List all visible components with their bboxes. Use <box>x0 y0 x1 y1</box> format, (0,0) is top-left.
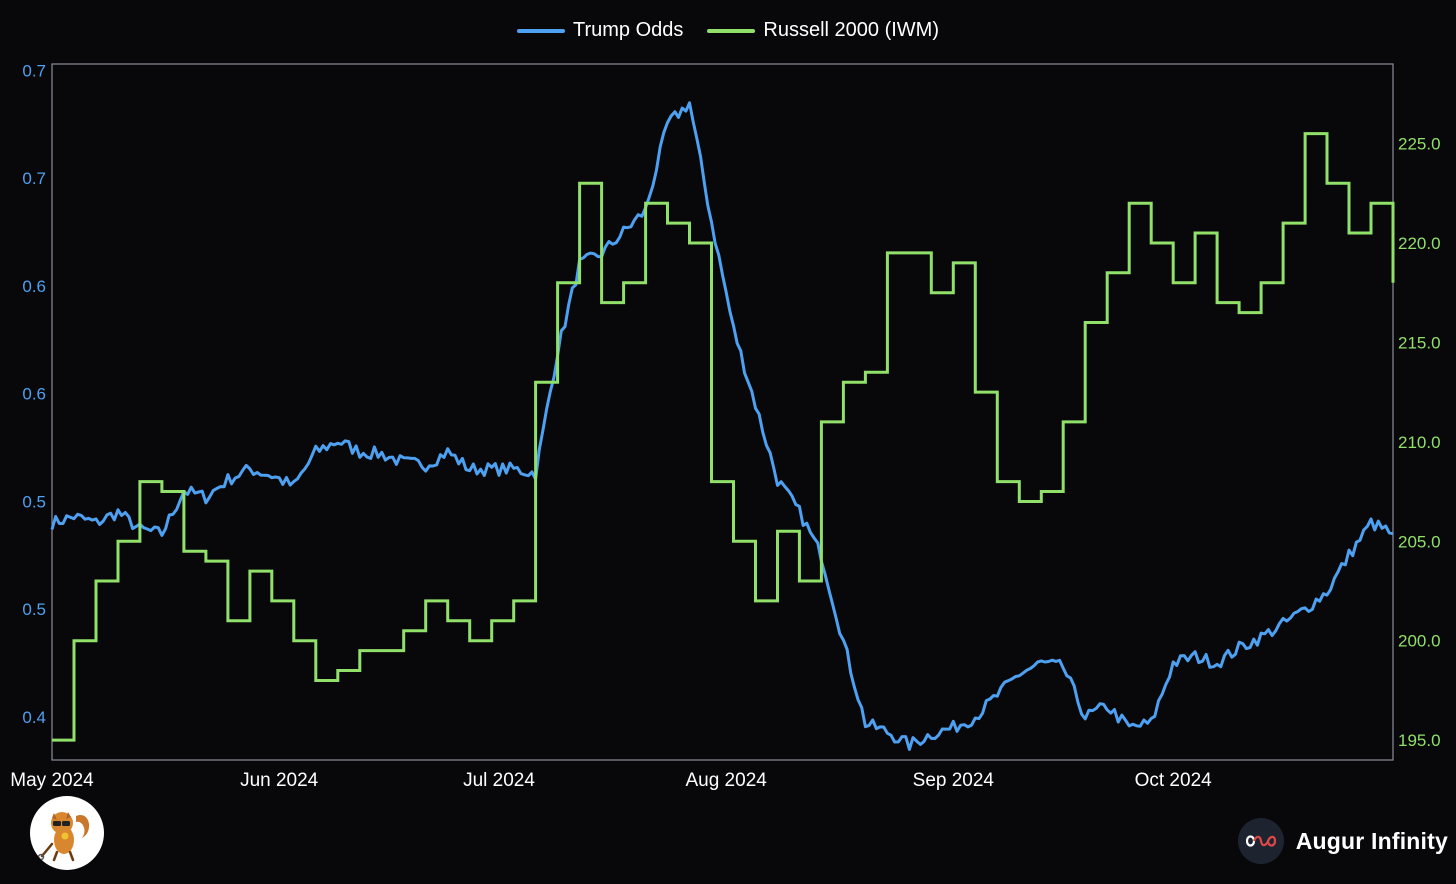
series-line-trump-odds <box>50 101 1394 751</box>
legend-swatch-trump-odds <box>516 28 565 33</box>
y-right-tick-label: 210.0 <box>1398 433 1441 452</box>
y-left-tick-label: 0.7 <box>22 169 46 188</box>
legend: Trump Odds Russell 2000 (IWM) <box>0 19 1456 42</box>
legend-label-trump-odds: Trump Odds <box>572 19 684 41</box>
y-right-tick-label: 215.0 <box>1398 333 1441 352</box>
x-tick-label: Aug 2024 <box>685 770 767 791</box>
x-axis: May 2024 Jun 2024 Jul 2024 Aug 2024 Sep 2024… <box>10 770 1212 791</box>
series-layer <box>50 101 1395 751</box>
squirrel-mascot-icon <box>30 796 104 870</box>
y-right-tick-label: 220.0 <box>1398 234 1441 253</box>
y-left-tick-label: 0.5 <box>22 492 46 511</box>
brand-name: Augur Infinity <box>1295 827 1448 854</box>
y-left-tick-label: 0.7 <box>22 61 46 80</box>
legend-label-russell: Russell 2000 (IWM) <box>763 19 939 41</box>
legend-swatch-russell <box>707 28 756 33</box>
legend-item-russell: Russell 2000 (IWM) <box>707 19 939 42</box>
y-left-tick-label: 0.6 <box>22 277 46 296</box>
series-line-russell-2000 <box>52 132 1395 742</box>
y-left-tick-label: 0.4 <box>22 708 46 727</box>
y-right-tick-label: 200.0 <box>1398 632 1441 651</box>
y-right-tick-label: 225.0 <box>1398 135 1441 154</box>
infinity-logo-icon <box>1237 818 1284 864</box>
legend-item-trump-odds: Trump Odds <box>516 19 684 42</box>
brand: Augur Infinity <box>1237 818 1448 864</box>
x-tick-label: Sep 2024 <box>913 770 995 791</box>
x-tick-label: Jun 2024 <box>240 770 319 791</box>
y-left-tick-label: 0.5 <box>22 600 46 619</box>
y-right-tick-label: 205.0 <box>1398 532 1441 551</box>
x-tick-label: Jul 2024 <box>463 770 535 791</box>
right-axis: 195.0 200.0 205.0 210.0 215.0 220.0 225.0 <box>1398 135 1441 751</box>
y-left-tick-label: 0.6 <box>22 385 46 404</box>
plot-frame <box>51 63 1394 761</box>
y-right-tick-label: 195.0 <box>1398 731 1441 750</box>
x-tick-label: May 2024 <box>10 770 94 791</box>
x-tick-label: Oct 2024 <box>1135 770 1213 791</box>
left-axis: 0.4 0.5 0.5 0.6 0.6 0.7 0.7 <box>22 61 46 726</box>
